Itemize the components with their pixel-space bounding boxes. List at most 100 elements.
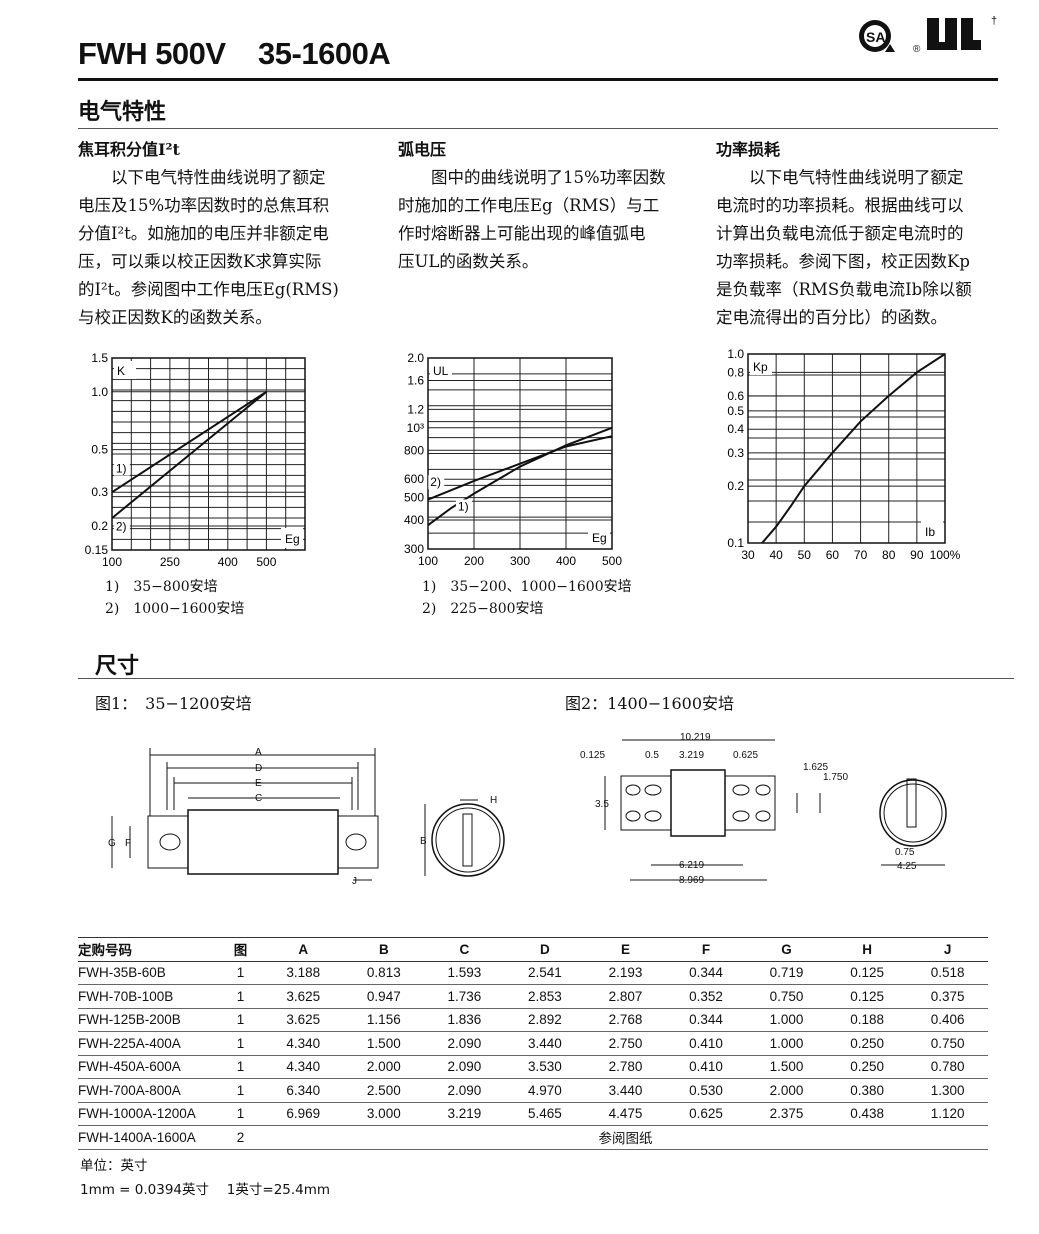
series-label: 1) [116,461,127,475]
y-tick-label: 0.8 [727,365,744,379]
x-tick-label: 30 [741,548,755,562]
dimensions-table: 定购号码图 A B C D E F G H J FWH-35B-60B 1 3.188 0.813 1.5… [78,937,988,1150]
table-cell: 2.000 [343,1055,425,1079]
table-cell: 1.593 [424,961,505,985]
x-tick-label: 80 [882,548,896,562]
table-cell: 0.625 [665,1102,747,1126]
ylabel-bg [430,361,452,379]
table-cell: 2.768 [585,1008,666,1032]
column-header: A [263,937,344,962]
y-tick-label: 500 [404,491,424,505]
table-cell: 0.406 [907,1008,988,1032]
table-cell: 2.541 [504,961,586,985]
chart-power-loss: 1.0 0.8 0.60.5 0.4 0.3 0.2 0.130 40 50 60 70 80 90 10… [727,347,960,562]
column-header: G [746,937,827,962]
y-tick-label: 600 [404,472,424,486]
table-cell: 1.300 [907,1078,988,1103]
table-cell: 3.000 [343,1102,425,1126]
table-cell: 0.250 [826,1031,908,1056]
paragraph-line: 是负载率（RMS负载电流Ib除以额 [716,280,972,299]
y-tick-label: 0.5 [91,443,108,457]
table-cell: 1 [218,1102,263,1126]
table-cell: 1 [218,1008,263,1032]
table-cell: 1.000 [746,1031,827,1056]
paragraph-line: 电流时的功率损耗。根据曲线可以 [716,196,964,215]
figure1-drawing: A D E C G F J H B [108,747,505,887]
table-cell: 1 [218,961,263,985]
section-rule [78,678,1014,679]
y-tick-label: 0.2 [91,519,108,533]
y-tick-label: 1.0 [91,385,108,399]
y-axis-label: Kp [753,360,768,374]
x-tick-label: 400 [556,554,576,568]
dim-label-g: G [108,838,116,849]
y-tick-label: 0.6 [727,389,744,403]
series-line [111,390,267,494]
dim-label: 0.5 [645,750,659,761]
y-tick-label: 0.4 [727,422,744,436]
table-cell: 1.156 [343,1008,425,1032]
note: 1) 35−200、1000−1600安培 [422,579,632,595]
paragraph-line: 分值I²t。如施加的电压并非额定电 [78,224,329,243]
y-tick-label: 2.0 [407,351,424,365]
column-title: 焦耳积分值I²t [78,140,180,159]
note: 1) 35−800安培 [105,579,218,595]
y-tick-label: 1.6 [407,373,424,387]
x-tick-label: 500 [256,555,276,569]
table-cell: 4.340 [263,1055,344,1079]
ur-logo: ® † [913,15,997,55]
table-cell: 2.090 [424,1078,505,1103]
table-cell: 2.892 [504,1008,586,1032]
dim-label-h: H [490,795,497,806]
paragraph-line: 以下电气特性曲线说明了额定 [716,168,964,187]
plot-frame [747,353,946,544]
chart1-notes: 1) 35−800安培 2) 1000−1600安培 [105,576,244,620]
units-note: 单位：英寸 [80,1158,148,1174]
paragraph-line: 与校正因数K的函数关系。 [78,308,272,327]
series-line [427,435,613,501]
conversion-note: 1mm = 0.0394英寸 1英寸=25.4mm [80,1182,331,1198]
series-label: 2) [430,475,441,489]
table-cell: 0.250 [826,1055,908,1079]
dim-label-c: C [255,793,262,804]
column-header: D [504,937,586,962]
table-cell: 2.090 [424,1031,505,1056]
table-cell: 1 [218,1055,263,1079]
table-cell: 1.500 [746,1055,827,1079]
x-tick-label: 300 [510,554,530,568]
x-tick-label: 40 [769,548,783,562]
dim-label: 0.125 [580,750,605,761]
table-cell: 2.375 [746,1102,827,1126]
xlabel-bg [281,528,303,548]
table-cell: 5.465 [504,1102,586,1126]
table-cell: 1 [218,1031,263,1056]
paragraph-line: 计算出负载电流低于额定电流时的 [716,224,964,243]
y-tick-label: 300 [404,542,424,556]
table-cell: 1.120 [907,1102,988,1126]
table-cell: FWH-125B-200B [78,1008,218,1032]
dim-label-d: D [255,763,262,774]
y-tick-label: 0.1 [727,536,744,550]
csa-logo: SA [859,20,895,52]
y-tick-label: 0.3 [727,446,744,460]
table-cell: 0.188 [826,1008,908,1032]
dim-label-b: B [420,836,427,847]
column-header: B [343,937,425,962]
y-tick-label: 1.5 [91,351,108,365]
y-axis-label: K [117,364,125,378]
column-title: 弧电压 [398,140,447,159]
dim-label: 3.5 [595,799,609,810]
table-cell: 2.780 [585,1055,666,1079]
chart2-notes: 1) 35−200、1000−1600安培 2) 225−800安培 [422,576,632,620]
table-cell: FWH-70B-100B [78,984,218,1009]
table-cell: 4.340 [263,1031,344,1056]
y-tick-label: 1.2 [407,402,424,416]
certification-logos: SA ® † [859,15,997,55]
section-heading-dimensions: 尺寸 [95,653,140,679]
table-cell: 0.750 [907,1031,988,1056]
x-tick-label: 200 [464,554,484,568]
x-axis-label: Ib [925,525,935,539]
paragraph-line: 压，可以乘以校正因数K求算实际 [78,252,322,271]
series-line [761,353,946,544]
